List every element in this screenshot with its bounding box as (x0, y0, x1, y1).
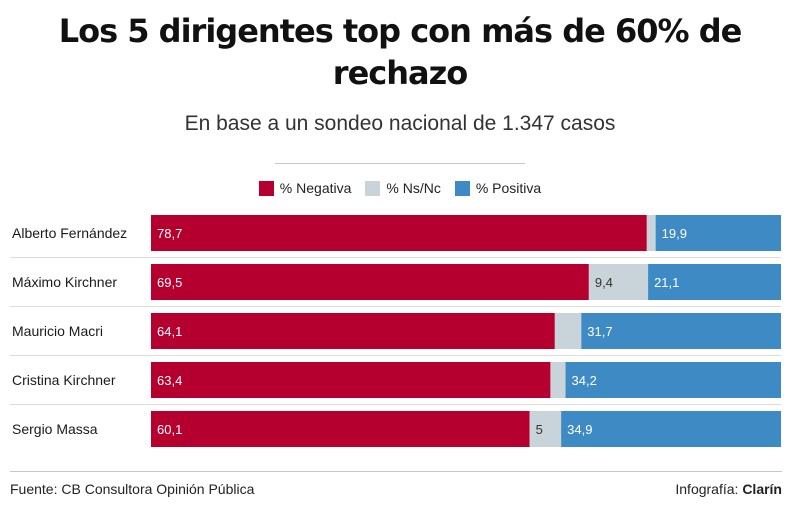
bar--negativa-sergio-massa (151, 411, 530, 447)
value-label--ns-nc-maximo-kirchner: 9,4 (595, 275, 613, 290)
bar--positiva-maximo-kirchner (648, 264, 781, 300)
bar--positiva-cristina-kirchner (565, 362, 781, 398)
value-label--positiva-sergio-massa: 34,9 (567, 422, 592, 437)
legend-swatch-negativa (258, 180, 274, 196)
chart-subtitle: En base a un sondeo nacional de 1.347 ca… (184, 112, 616, 135)
bar--ns-nc-sergio-massa (529, 411, 562, 447)
credit-brand: Clarín (742, 481, 782, 497)
category-label-alberto-fernandez: Alberto Fernández (12, 225, 127, 241)
footer-divider (10, 471, 782, 472)
source-note: Fuente: CB Consultora Opinión Pública (10, 481, 255, 497)
category-label-mauricio-macri: Mauricio Macri (12, 323, 103, 339)
chart-title: Los 5 dirigentes top con más de 60% de r… (58, 12, 743, 92)
bar--ns-nc-mauricio-macri (554, 313, 582, 349)
legend-item-negativa: % Negativa (258, 180, 352, 196)
legend-label-nsnc: % Ns/Nc (386, 180, 441, 196)
bar--negativa-cristina-kirchner (151, 362, 551, 398)
value-label--ns-nc-sergio-massa: 5 (536, 422, 543, 437)
bar--positiva-sergio-massa (561, 411, 781, 447)
value-label--negativa-alberto-fernandez: 78,7 (157, 226, 182, 241)
legend-label-negativa: % Negativa (279, 180, 352, 196)
category-label-cristina-kirchner: Cristina Kirchner (12, 372, 116, 388)
bar--negativa-alberto-fernandez (151, 215, 647, 251)
bar--negativa-maximo-kirchner (151, 264, 589, 300)
legend-item-positiva: % Positiva (454, 180, 542, 196)
legend: % Negativa % Ns/Nc % Positiva (0, 180, 800, 196)
bar--ns-nc-maximo-kirchner (588, 264, 649, 300)
value-label--negativa-cristina-kirchner: 63,4 (157, 373, 182, 388)
bar--positiva-mauricio-macri (581, 313, 781, 349)
value-label--positiva-maximo-kirchner: 21,1 (654, 275, 679, 290)
bar--positiva-alberto-fernandez (655, 215, 781, 251)
value-label--positiva-mauricio-macri: 31,7 (587, 324, 612, 339)
category-label-maximo-kirchner: Máximo Kirchner (12, 274, 117, 290)
value-label--negativa-sergio-massa: 60,1 (157, 422, 182, 437)
legend-label-positiva: % Positiva (475, 180, 542, 196)
divider (275, 163, 525, 164)
credit-prefix: Infografía: (675, 481, 743, 497)
bar--ns-nc-cristina-kirchner (550, 362, 566, 398)
legend-swatch-positiva (454, 180, 470, 196)
category-label-sergio-massa: Sergio Massa (12, 421, 98, 437)
legend-item-nsnc: % Ns/Nc (365, 180, 441, 196)
value-label--negativa-maximo-kirchner: 69,5 (157, 275, 182, 290)
bar--ns-nc-alberto-fernandez (646, 215, 656, 251)
value-label--positiva-cristina-kirchner: 34,2 (572, 373, 597, 388)
value-label--negativa-mauricio-macri: 64,1 (157, 324, 182, 339)
credit-note: Infografía: Clarín (675, 481, 782, 497)
bar--negativa-mauricio-macri (151, 313, 555, 349)
value-label--positiva-alberto-fernandez: 19,9 (662, 226, 687, 241)
legend-swatch-nsnc (365, 180, 381, 196)
